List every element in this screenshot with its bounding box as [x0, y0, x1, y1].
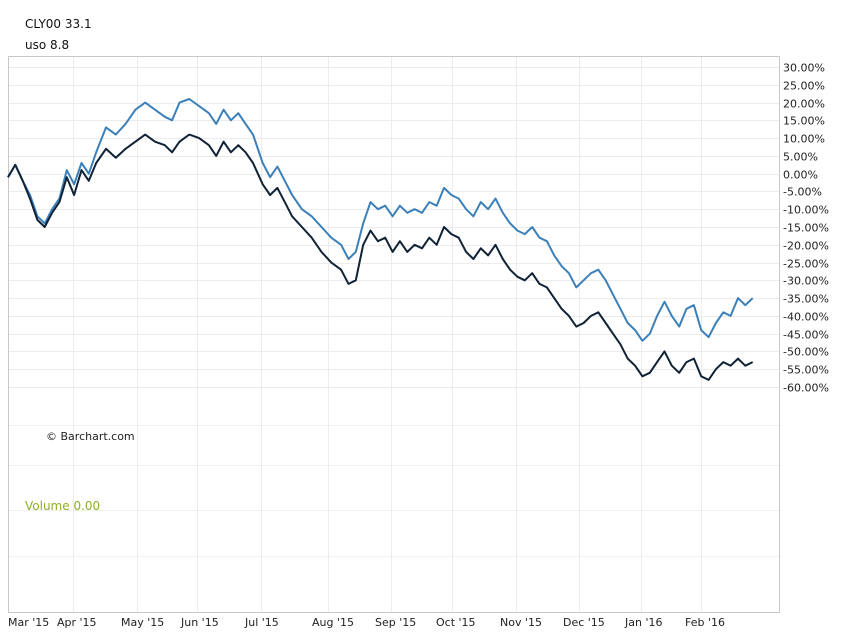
chart-grid — [8, 57, 779, 612]
x-tick-label: Jul '15 — [244, 616, 279, 629]
series-line-cly00 — [7, 133, 754, 381]
x-tick-label: Sep '15 — [375, 616, 416, 629]
x-tick-label: Mar '15 — [8, 616, 49, 629]
series-lines — [7, 98, 754, 381]
y-tick-label: 10.00% — [783, 133, 825, 146]
y-tick-label: -25.00% — [783, 258, 829, 271]
legend-uso: uso 8.8 — [25, 38, 69, 52]
y-tick-label: 20.00% — [783, 98, 825, 111]
x-tick-label: Dec '15 — [563, 616, 605, 629]
x-tick-label: May '15 — [121, 616, 164, 629]
y-tick-label: -55.00% — [783, 364, 829, 377]
x-tick-label: Oct '15 — [436, 616, 476, 629]
y-tick-label: 25.00% — [783, 80, 825, 93]
y-tick-label: 15.00% — [783, 115, 825, 128]
volume-label: Volume 0.00 — [25, 499, 100, 513]
x-tick-label: Jan '16 — [624, 616, 662, 629]
y-axis-labels: 30.00% 25.00% 20.00% 15.00% 10.00% 5.00% 0.00%… — [783, 62, 829, 395]
y-tick-label: -60.00% — [783, 382, 829, 395]
legend-uso-label: uso — [25, 38, 47, 52]
y-tick-label: -50.00% — [783, 346, 829, 359]
x-axis-labels: Mar '15 Apr '15 May '15 Jun '15 Jul '15 Aug '… — [8, 616, 725, 629]
legend-cly00-label: CLY00 — [25, 17, 62, 31]
y-tick-label: -35.00% — [783, 293, 829, 306]
series-line-uso — [7, 98, 754, 342]
y-tick-label: -15.00% — [783, 222, 829, 235]
legend-cly00: CLY00 33.1 — [25, 17, 92, 31]
legend-uso-value: 8.8 — [50, 38, 70, 52]
x-tick-label: Apr '15 — [57, 616, 97, 629]
y-tick-label: -20.00% — [783, 240, 829, 253]
y-tick-label: -5.00% — [783, 186, 822, 199]
y-tick-label: 5.00% — [783, 151, 818, 164]
x-tick-label: Jun '15 — [180, 616, 219, 629]
y-tick-label: 0.00% — [783, 169, 818, 182]
x-tick-label: Aug '15 — [312, 616, 354, 629]
chart-frame — [8, 56, 780, 613]
legend-cly00-value: 33.1 — [64, 17, 92, 31]
y-tick-label: -30.00% — [783, 275, 829, 288]
x-tick-label: Feb '16 — [685, 616, 725, 629]
watermark: © Barchart.com — [46, 430, 135, 443]
x-tick-label: Nov '15 — [500, 616, 542, 629]
y-tick-label: -45.00% — [783, 329, 829, 342]
y-tick-label: -40.00% — [783, 311, 829, 324]
y-tick-label: -10.00% — [783, 204, 829, 217]
y-tick-label: 30.00% — [783, 62, 825, 75]
